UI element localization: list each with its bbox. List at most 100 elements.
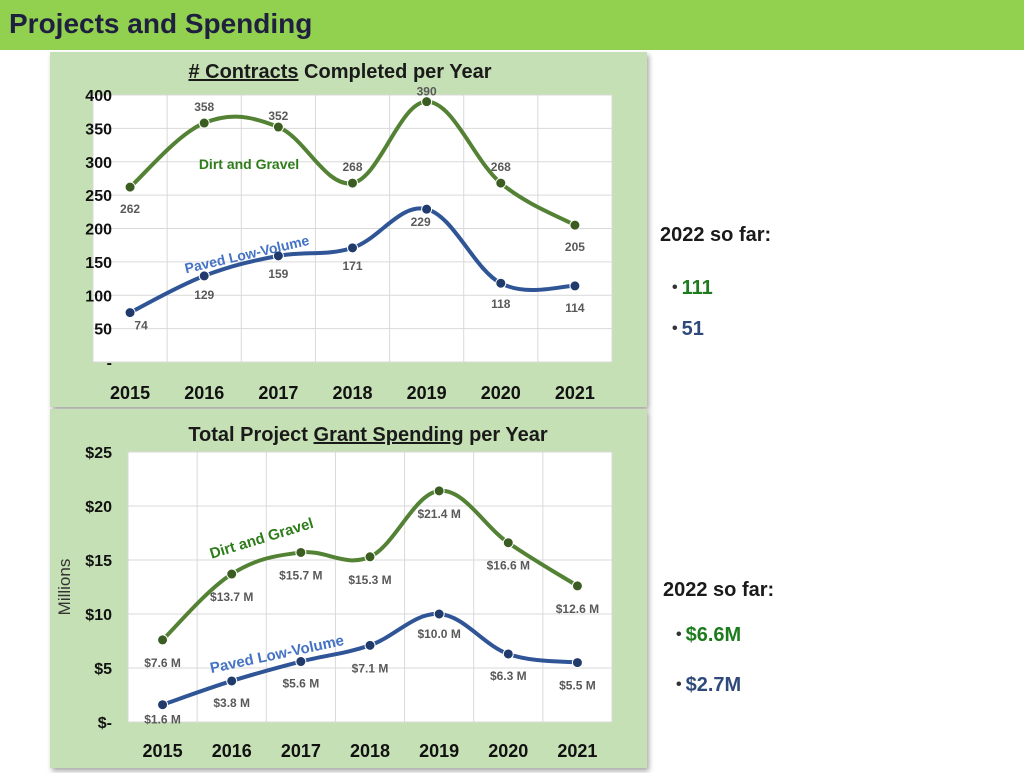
paved-point <box>272 250 284 262</box>
chart-title: Total Project Grant Spending per Year <box>188 424 548 446</box>
paved-point <box>364 639 376 651</box>
x-tick-label: 2016 <box>184 383 224 403</box>
bullet-icon: • <box>672 320 678 337</box>
y-tick-label: 400 <box>85 88 112 105</box>
paved-point <box>157 699 169 711</box>
paved-point <box>571 657 583 669</box>
x-tick-label: 2020 <box>481 383 521 403</box>
dirt-gravel-point <box>347 177 358 189</box>
paved-data-label: $6.3 M <box>490 669 527 683</box>
paved-data-label: $7.1 M <box>352 661 389 675</box>
dirt-gravel-data-label: $21.4 M <box>417 507 460 521</box>
spending-2022-dirt-gravel-value: $6.6M <box>685 624 742 646</box>
paved-point <box>226 675 238 687</box>
paved-data-label: $10.0 M <box>417 627 460 641</box>
y-axis-label: Millions <box>55 559 74 616</box>
bullet-icon: • <box>676 626 682 643</box>
dirt-gravel-point <box>569 219 581 231</box>
paved-data-label: $3.8 M <box>213 696 250 710</box>
y-tick-label: - <box>107 355 112 372</box>
paved-data-label: 171 <box>342 259 362 273</box>
paved-point <box>569 280 581 292</box>
x-tick-label: 2020 <box>488 741 528 761</box>
dirt-gravel-point <box>198 117 210 129</box>
dirt-gravel-point <box>433 485 445 497</box>
dirt-gravel-data-label: 358 <box>194 100 214 114</box>
spending-2022-heading: 2022 so far: <box>663 579 775 601</box>
x-tick-label: 2017 <box>258 383 298 403</box>
dirt-gravel-point <box>157 634 169 646</box>
paved-point <box>198 270 210 282</box>
paved-data-label: 229 <box>411 215 431 229</box>
dirt-gravel-data-label: $15.3 M <box>348 573 391 587</box>
contracts-chart: - 50 100 150 200 250 300 350 400 2015 2016 2017 2018… <box>85 61 613 403</box>
y-tick-label: 350 <box>85 121 112 138</box>
x-tick-label: 2015 <box>143 741 183 761</box>
y-tick-label: $20 <box>85 499 112 516</box>
dirt-gravel-series-label: Dirt and Gravel <box>199 156 299 172</box>
y-tick-label: $25 <box>85 445 112 462</box>
x-tick-label: 2019 <box>419 741 459 761</box>
paved-data-label: 74 <box>134 319 148 333</box>
dirt-gravel-data-label: 205 <box>565 240 585 254</box>
dirt-gravel-point <box>295 546 307 558</box>
paved-data-label: 129 <box>194 288 214 302</box>
paved-point <box>347 242 358 254</box>
contracts-chart-panel: - 50 100 150 200 250 300 350 400 2015 2016 2017 2018… <box>50 52 647 407</box>
bullet-icon: • <box>672 279 678 296</box>
paved-point <box>502 648 514 660</box>
x-tick-label: 2017 <box>281 741 321 761</box>
bullet-icon: • <box>676 676 682 693</box>
spending-2022-dirt-gravel: • $6.6M <box>676 624 741 647</box>
spending-2022-paved: • $2.7M <box>676 674 741 697</box>
paved-data-label: 114 <box>565 301 585 315</box>
y-tick-label: 100 <box>85 288 112 305</box>
paved-data-label: $1.6 M <box>144 713 181 727</box>
paved-point <box>421 203 433 215</box>
paved-point <box>295 656 307 668</box>
dirt-gravel-point <box>421 96 433 108</box>
contracts-2022-paved-value: 51 <box>681 318 704 340</box>
x-tick-label: 2021 <box>557 741 597 761</box>
dirt-gravel-point <box>364 551 376 563</box>
dirt-gravel-point <box>571 580 583 592</box>
dirt-gravel-data-label: $16.6 M <box>487 559 530 573</box>
paved-data-label: 118 <box>491 297 511 311</box>
y-tick-label: 50 <box>94 322 112 339</box>
paved-data-label: $5.5 M <box>559 679 596 693</box>
y-tick-label: 300 <box>85 155 112 172</box>
dirt-gravel-data-label: 390 <box>417 85 437 99</box>
dirt-gravel-point <box>495 177 507 189</box>
plot-area <box>128 452 612 722</box>
y-tick-label: $5 <box>94 661 112 678</box>
dirt-gravel-data-label: 262 <box>120 202 140 216</box>
x-tick-label: 2019 <box>407 383 447 403</box>
dirt-gravel-data-label: 268 <box>342 160 362 174</box>
spending-chart: $- $5 $10 $15 $20 $25 2015 2016 2017 2018 2019 2020… <box>55 424 613 761</box>
y-tick-label: $15 <box>85 553 112 570</box>
dirt-gravel-data-label: $13.7 M <box>210 590 253 604</box>
dirt-gravel-point <box>226 568 238 580</box>
dirt-gravel-point <box>272 121 284 133</box>
dirt-gravel-data-label: $7.6 M <box>144 656 181 670</box>
dirt-gravel-data-label: $15.7 M <box>279 568 322 582</box>
dirt-gravel-data-label: 268 <box>491 160 511 174</box>
x-tick-label: 2021 <box>555 383 595 403</box>
x-tick-label: 2015 <box>110 383 150 403</box>
y-tick-label: $- <box>98 715 112 732</box>
y-tick-label: 200 <box>85 222 112 239</box>
paved-point <box>495 277 507 289</box>
contracts-2022-paved: • 51 <box>672 318 704 341</box>
paved-data-label: $5.6 M <box>283 677 320 691</box>
chart-title: # Contracts Completed per Year <box>188 61 491 83</box>
dirt-gravel-data-label: 352 <box>268 109 288 123</box>
page-title: Projects and Spending <box>9 8 313 39</box>
y-tick-label: $10 <box>85 607 112 624</box>
contracts-2022-dirt-gravel-value: 111 <box>681 277 713 299</box>
y-tick-label: 150 <box>85 255 112 272</box>
x-tick-label: 2018 <box>350 741 390 761</box>
paved-point <box>124 307 136 319</box>
spending-2022-paved-value: $2.7M <box>685 674 742 696</box>
x-tick-label: 2018 <box>332 383 372 403</box>
dirt-gravel-point <box>124 181 136 193</box>
